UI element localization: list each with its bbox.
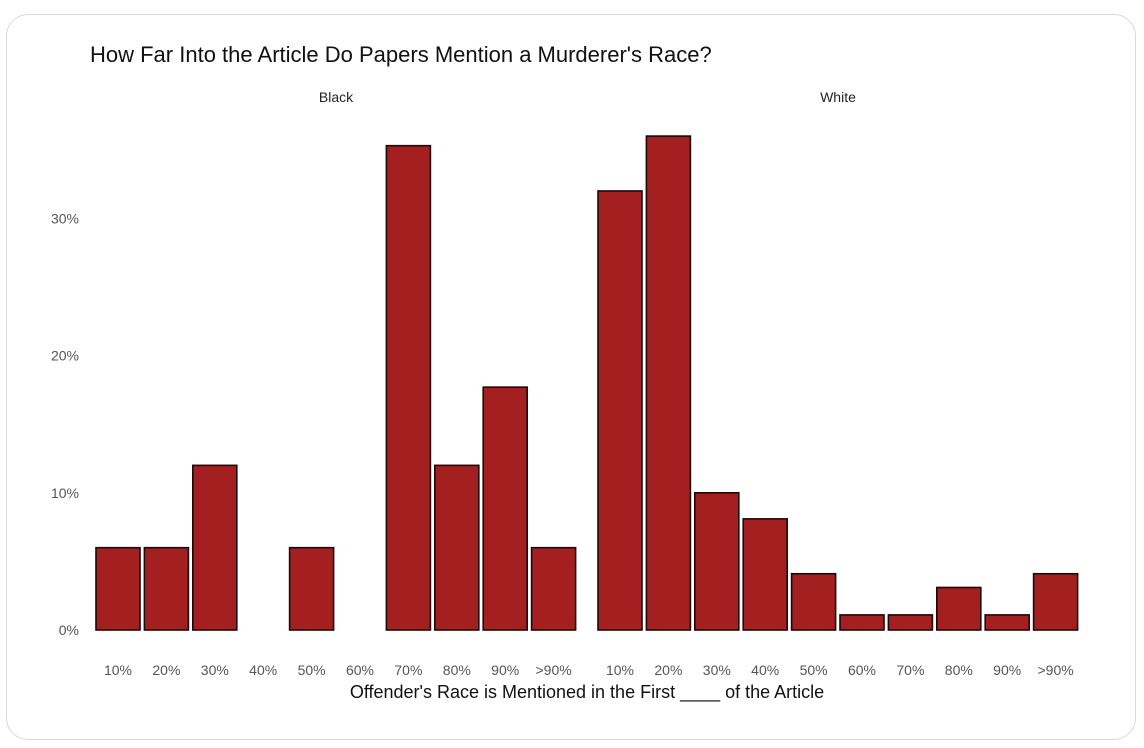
bar-black-50pct [288,546,335,631]
bar-white-80pct [935,586,982,631]
bar-black-90pct [482,386,529,631]
panel-white: White 10% 20% 30% 40% 50% 60% 70% 80% 90% >90% [597,89,1079,678]
bar-black-80pct [433,464,480,631]
x-tick-label: 20% [152,662,180,678]
bar-white-40pct [742,518,789,631]
x-tick-label: >90% [1037,662,1073,678]
bar-black-10pct [95,546,141,631]
y-tick-label: 30% [51,210,79,226]
x-tick-label: 80% [945,662,973,678]
x-tick-label: 80% [443,662,471,678]
x-tick-label: 40% [249,662,277,678]
bar-white-60pct [839,614,885,631]
bar-white-50pct [790,572,837,631]
x-tick-label: 60% [346,662,374,678]
bar-white-10pct [597,190,643,631]
panel-black: Black 10% 20% 30% 40% 50% 60% 70% 80% 90% >90% [95,89,577,678]
bar-white-30pct [693,491,740,631]
bar-black-70pct [385,144,432,631]
y-tick-label: 10% [51,485,79,501]
bar-white-gt90pct [1032,572,1079,631]
bar-black-20pct [143,546,190,631]
x-tick-label: 70% [394,662,422,678]
x-axis-label: Offender's Race is Mentioned in the Firs… [350,682,824,703]
x-tick-label: 10% [606,662,634,678]
x-tick-label: 90% [491,662,519,678]
bar-white-20pct [645,135,692,631]
x-tick-label: 30% [201,662,229,678]
x-tick-label: >90% [535,662,571,678]
x-tick-label: 20% [654,662,682,678]
x-tick-label: 40% [751,662,779,678]
panel-strip-label: White [820,89,856,105]
y-axis: 0% 10% 20% 30% [51,210,79,638]
x-tick-label: 10% [104,662,132,678]
y-tick-label: 0% [59,622,79,638]
panel-strip-label: Black [319,89,354,105]
bar-black-gt90pct [530,546,577,631]
x-tick-label: 30% [703,662,731,678]
x-tick-label: 50% [800,662,828,678]
x-tick-label: 90% [993,662,1021,678]
y-tick-label: 20% [51,348,79,364]
bar-white-90pct [984,614,1031,631]
bar-black-30pct [192,464,238,631]
x-tick-label: 50% [298,662,326,678]
chart-title: How Far Into the Article Do Papers Menti… [90,42,712,67]
x-tick-label: 70% [896,662,924,678]
x-tick-label: 60% [848,662,876,678]
bar-white-70pct [887,614,934,631]
